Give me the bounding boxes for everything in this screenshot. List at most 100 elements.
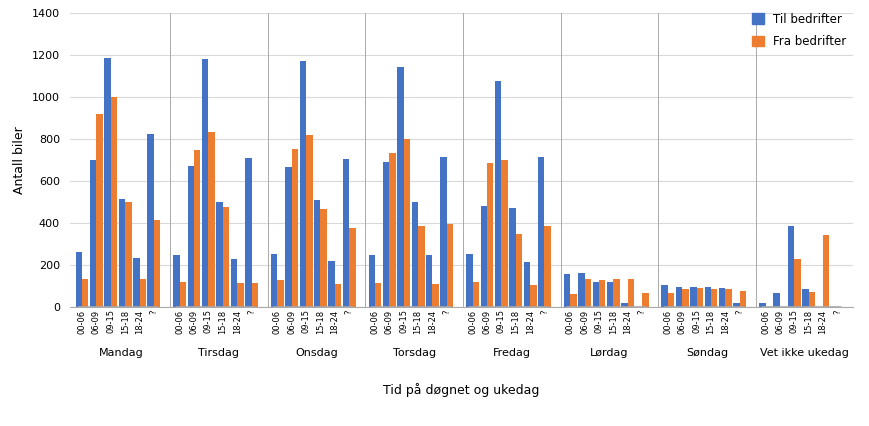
Bar — [125, 202, 131, 307]
Bar — [411, 202, 418, 307]
Bar — [389, 153, 395, 307]
Bar — [515, 234, 521, 307]
Bar — [523, 262, 529, 307]
Bar — [537, 157, 544, 307]
Bar — [277, 280, 283, 307]
Bar — [82, 279, 89, 307]
Bar — [335, 284, 341, 307]
Bar — [773, 293, 779, 307]
Bar — [494, 81, 501, 307]
Bar — [759, 302, 765, 307]
Bar — [807, 292, 814, 307]
Bar — [529, 285, 536, 307]
Bar — [418, 226, 424, 307]
Bar — [710, 289, 717, 307]
Bar — [563, 274, 569, 307]
Bar — [320, 209, 327, 307]
Bar — [299, 61, 306, 307]
Bar — [251, 282, 258, 307]
Bar — [660, 285, 667, 307]
Bar — [76, 252, 82, 307]
Y-axis label: Antall biler: Antall biler — [13, 126, 26, 194]
Bar — [348, 228, 355, 307]
Bar — [314, 200, 320, 307]
Bar — [209, 132, 215, 307]
Bar — [202, 59, 209, 307]
Bar — [822, 235, 828, 307]
Bar — [466, 254, 472, 307]
Bar — [696, 288, 702, 307]
Bar — [801, 289, 807, 307]
Bar — [96, 114, 103, 307]
Bar — [578, 273, 584, 307]
Text: Tirsdag: Tirsdag — [198, 348, 239, 358]
Bar — [739, 291, 746, 307]
Bar — [403, 139, 409, 307]
Text: Lørdag: Lørdag — [589, 348, 628, 358]
Legend: Til bedrifter, Fra bedrifter: Til bedrifter, Fra bedrifter — [752, 13, 846, 48]
Bar — [584, 279, 590, 307]
Bar — [667, 293, 673, 307]
Bar — [375, 282, 381, 307]
Bar — [154, 219, 160, 307]
Bar — [216, 202, 222, 307]
Bar — [447, 224, 453, 307]
Bar — [368, 255, 375, 307]
Text: Onsdag: Onsdag — [295, 348, 337, 358]
Bar — [237, 282, 243, 307]
Bar — [328, 261, 335, 307]
Bar — [613, 279, 619, 307]
Bar — [104, 58, 110, 307]
Text: Søndag: Søndag — [685, 348, 727, 358]
Bar — [620, 302, 627, 307]
Bar — [641, 293, 647, 307]
Bar — [173, 255, 180, 307]
Bar — [147, 133, 154, 307]
Bar — [90, 160, 96, 307]
Bar — [725, 289, 731, 307]
Bar — [270, 254, 277, 307]
Bar — [133, 259, 139, 307]
Text: Torsdag: Torsdag — [392, 348, 435, 358]
Bar — [222, 207, 229, 307]
Bar — [681, 289, 688, 307]
Bar — [342, 159, 348, 307]
Bar — [599, 280, 605, 307]
Bar — [110, 97, 117, 307]
Bar — [188, 166, 194, 307]
Bar — [194, 150, 200, 307]
Bar — [472, 282, 479, 307]
Bar — [306, 135, 312, 307]
Bar — [480, 206, 487, 307]
Bar — [426, 255, 432, 307]
Bar — [704, 287, 710, 307]
Text: Tid på døgnet og ukedag: Tid på døgnet og ukedag — [382, 383, 539, 397]
Bar — [592, 282, 599, 307]
Bar — [291, 149, 298, 307]
Bar — [627, 279, 634, 307]
Bar — [397, 67, 403, 307]
Bar — [180, 282, 186, 307]
Bar — [569, 294, 576, 307]
Bar — [382, 162, 389, 307]
Bar — [118, 199, 125, 307]
Text: Vet ikke ukedag: Vet ikke ukedag — [760, 348, 848, 358]
Bar — [285, 167, 291, 307]
Bar — [733, 302, 739, 307]
Bar — [487, 163, 493, 307]
Bar — [245, 158, 251, 307]
Bar — [432, 284, 438, 307]
Bar — [793, 259, 799, 307]
Bar — [230, 259, 237, 307]
Text: Fredag: Fredag — [492, 348, 530, 358]
Bar — [689, 287, 696, 307]
Bar — [787, 226, 793, 307]
Bar — [440, 157, 447, 307]
Bar — [675, 287, 681, 307]
Bar — [139, 279, 146, 307]
Bar — [718, 288, 725, 307]
Text: Mandag: Mandag — [99, 348, 143, 358]
Bar — [607, 282, 613, 307]
Bar — [501, 160, 507, 307]
Bar — [508, 208, 515, 307]
